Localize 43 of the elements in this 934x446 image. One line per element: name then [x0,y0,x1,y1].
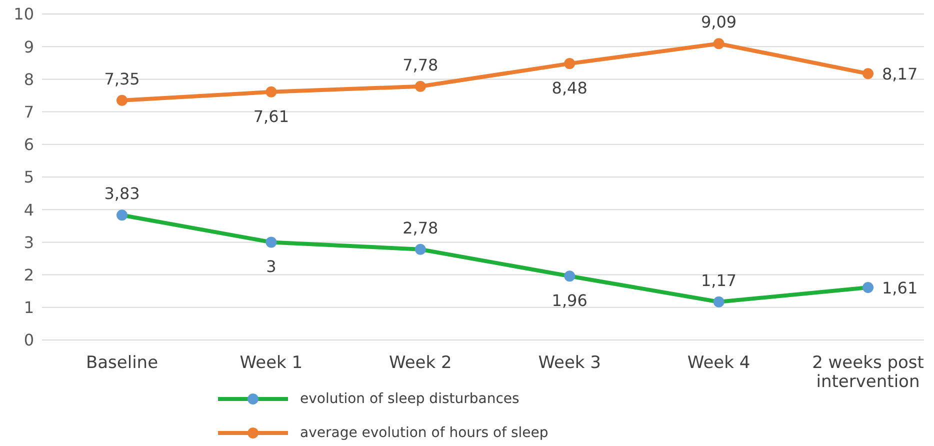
data-label: 3,83 [104,184,140,204]
x-tick-label: Baseline [86,353,158,374]
data-label: 1,17 [700,270,737,290]
y-tick-label: 10 [14,4,34,24]
point [414,244,426,255]
point [862,282,874,294]
data-label: 8,48 [552,78,588,98]
x-tick-label: Week 4 [687,353,750,374]
y-tick-label: 2 [24,265,34,284]
data-label: 3 [266,257,276,276]
point [266,236,277,248]
y-tick-label: 7 [24,102,34,122]
x-tick-label: Week 2 [389,353,452,374]
data-label: 7,35 [104,69,140,88]
x-tick-label: Week 3 [538,353,601,374]
data-label: 9,09 [700,12,737,32]
point [713,38,724,50]
y-tick-label: 0 [24,330,34,350]
y-tick-label: 9 [24,37,34,56]
data-label: 7,78 [402,55,438,74]
x-tick-label: Week 1 [240,353,303,374]
y-tick-label: 1 [24,298,34,318]
point [713,296,724,308]
point [414,80,426,92]
point [116,210,128,221]
y-tick-label: 6 [24,135,34,154]
x-tick-label: 2 weeks post intervention [812,353,924,392]
data-label: 1,96 [552,291,588,310]
data-label: 2,78 [402,218,438,238]
point [116,94,128,106]
legend-label: evolution of sleep disturbances [300,391,520,407]
y-tick-label: 5 [24,168,34,187]
y-tick-label: 8 [24,70,34,89]
point [564,58,576,70]
data-label: 1,61 [882,278,918,298]
y-tick-label: 3 [24,232,34,252]
point [564,270,576,282]
y-tick-label: 4 [24,200,34,220]
point [862,68,874,80]
data-label: 8,17 [882,64,918,84]
data-label: 7,61 [253,106,290,126]
point [266,86,277,98]
legend-label: average evolution of hours of sleep [300,425,548,441]
